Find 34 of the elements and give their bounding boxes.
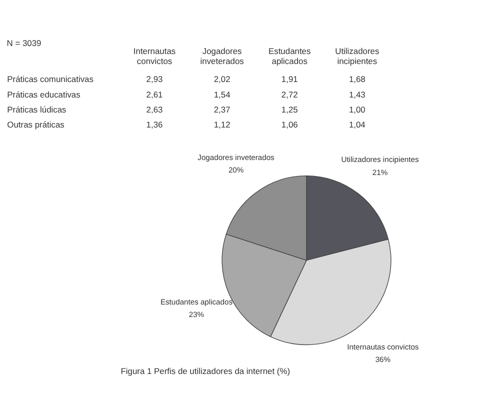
text: 1,04: [348, 120, 366, 130]
text: 1,12: [214, 120, 230, 130]
data-label: 36%: [375, 354, 391, 364]
text: 1,68: [348, 74, 366, 84]
slice-label: Utilizadores incipientes: [341, 155, 419, 164]
category-label: Práticas comunicativas: [7, 74, 94, 84]
text: 2,37: [214, 104, 230, 115]
text: 2,61: [146, 89, 163, 100]
text: 1,43: [348, 89, 366, 100]
text: 2,63: [146, 104, 163, 115]
slice-label: Internautas convictos: [347, 342, 419, 352]
data-label: 23%: [188, 310, 204, 320]
text: 1,00: [348, 104, 366, 115]
category-label: Práticas lúdicas: [7, 104, 66, 115]
text: 2,02: [214, 74, 230, 84]
category-label: Internautas convictos: [133, 46, 176, 66]
data-label: 20%: [228, 166, 244, 175]
text: N = 3039: [6, 38, 42, 48]
text: 1,54: [214, 89, 230, 100]
category-label: Outras práticas: [7, 120, 64, 130]
text: 1,06: [281, 120, 298, 130]
slice-label: Jogadores inveterados: [198, 152, 275, 162]
text: 1,25: [281, 104, 298, 115]
data-label: 21%: [372, 168, 388, 177]
category-label: Jogadores inveterados: [200, 46, 244, 66]
text: 2,72: [281, 89, 298, 100]
category-label: Práticas educativas: [7, 89, 80, 100]
category-label: Utilizadores incipientes: [335, 46, 380, 66]
text: 2,93: [146, 74, 163, 84]
text: 1,91: [281, 74, 298, 84]
text: Figura 1 Perfis de utilizadores da internet (%): [120, 366, 290, 376]
slice-label: Estudantes aplicados: [160, 298, 233, 307]
text: 1,36: [146, 120, 163, 130]
category-label: Estudantes aplicados: [268, 46, 311, 66]
